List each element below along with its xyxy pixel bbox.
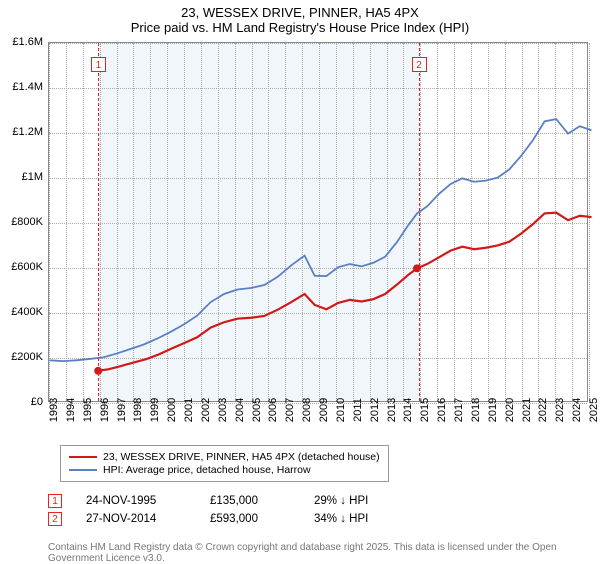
- x-tick-label: 2004: [234, 398, 246, 422]
- grid-line-v: [589, 43, 590, 401]
- y-tick-label: £800K: [11, 216, 43, 228]
- x-tick-label: 2010: [335, 398, 347, 422]
- x-tick-label: 2018: [470, 398, 482, 422]
- y-tick-label: £400K: [11, 306, 43, 318]
- x-tick-label: 1995: [82, 398, 94, 422]
- chart-lines: [49, 43, 587, 401]
- plot-area: 12: [48, 42, 588, 402]
- event-row: 2 27-NOV-2014 £593,000 34% ↓ HPI: [48, 512, 368, 526]
- x-tick-label: 2019: [487, 398, 499, 422]
- y-tick-label: £1.2M: [12, 126, 43, 138]
- x-tick-label: 1997: [116, 398, 128, 422]
- event-delta: 29% ↓ HPI: [314, 495, 368, 507]
- event-price: £135,000: [210, 495, 290, 507]
- x-tick-label: 2016: [436, 398, 448, 422]
- chart-container: 23, WESSEX DRIVE, PINNER, HA5 4PX Price …: [0, 0, 600, 560]
- y-tick-label: £0: [31, 396, 43, 408]
- sale-marker-line: [98, 43, 99, 401]
- y-tick-label: £1.6M: [12, 36, 43, 48]
- page-title: 23, WESSEX DRIVE, PINNER, HA5 4PX: [0, 5, 600, 20]
- x-tick-label: 2008: [301, 398, 313, 422]
- x-tick-label: 2000: [166, 398, 178, 422]
- legend-swatch: [69, 456, 97, 459]
- x-tick-label: 2021: [521, 398, 533, 422]
- x-tick-label: 2001: [183, 398, 195, 422]
- x-tick-label: 2011: [352, 398, 364, 422]
- y-tick-label: £200K: [11, 351, 43, 363]
- legend-label: 23, WESSEX DRIVE, PINNER, HA5 4PX (detac…: [103, 451, 380, 463]
- event-price: £593,000: [210, 513, 290, 525]
- sale-marker-box: 2: [412, 57, 427, 72]
- x-tick-label: 1999: [149, 398, 161, 422]
- x-tick-label: 1994: [65, 398, 77, 422]
- legend-swatch: [69, 469, 97, 471]
- events-table: 1 24-NOV-1995 £135,000 29% ↓ HPI 2 27-NO…: [48, 494, 368, 530]
- x-tick-label: 2013: [386, 398, 398, 422]
- legend-item: 23, WESSEX DRIVE, PINNER, HA5 4PX (detac…: [69, 451, 380, 463]
- x-tick-label: 2014: [402, 398, 414, 422]
- x-tick-label: 2003: [217, 398, 229, 422]
- chart-titles: 23, WESSEX DRIVE, PINNER, HA5 4PX Price …: [0, 0, 600, 37]
- sale-marker-line: [419, 43, 420, 401]
- x-tick-label: 2025: [588, 398, 600, 422]
- y-tick-label: £1M: [22, 171, 43, 183]
- legend-label: HPI: Average price, detached house, Harr…: [103, 464, 311, 476]
- x-tick-label: 2022: [537, 398, 549, 422]
- event-date: 27-NOV-2014: [86, 513, 186, 525]
- x-tick-label: 2023: [554, 398, 566, 422]
- legend-item: HPI: Average price, detached house, Harr…: [69, 464, 380, 476]
- x-tick-label: 2007: [284, 398, 296, 422]
- x-tick-label: 2024: [571, 398, 583, 422]
- x-tick-label: 1993: [48, 398, 60, 422]
- sale-marker-dot: [413, 264, 421, 272]
- event-marker: 1: [48, 494, 62, 508]
- sale-marker-box: 1: [91, 57, 106, 72]
- y-axis: £0£200K£400K£600K£800K£1M£1.2M£1.4M£1.6M: [0, 42, 46, 402]
- x-tick-label: 1996: [99, 398, 111, 422]
- x-tick-label: 1998: [132, 398, 144, 422]
- series-line: [98, 213, 591, 371]
- legend: 23, WESSEX DRIVE, PINNER, HA5 4PX (detac…: [60, 445, 389, 482]
- x-tick-label: 2006: [267, 398, 279, 422]
- y-tick-label: £600K: [11, 261, 43, 273]
- x-tick-label: 2005: [251, 398, 263, 422]
- x-tick-label: 2009: [318, 398, 330, 422]
- event-delta: 34% ↓ HPI: [314, 513, 368, 525]
- x-tick-label: 2012: [369, 398, 381, 422]
- y-tick-label: £1.4M: [12, 81, 43, 93]
- x-tick-label: 2002: [200, 398, 212, 422]
- x-tick-label: 2015: [419, 398, 431, 422]
- credit-text: Contains HM Land Registry data © Crown c…: [48, 542, 600, 564]
- page-subtitle: Price paid vs. HM Land Registry's House …: [0, 20, 600, 35]
- x-tick-label: 2020: [504, 398, 516, 422]
- x-tick-label: 2017: [453, 398, 465, 422]
- event-row: 1 24-NOV-1995 £135,000 29% ↓ HPI: [48, 494, 368, 508]
- event-marker: 2: [48, 512, 62, 526]
- event-date: 24-NOV-1995: [86, 495, 186, 507]
